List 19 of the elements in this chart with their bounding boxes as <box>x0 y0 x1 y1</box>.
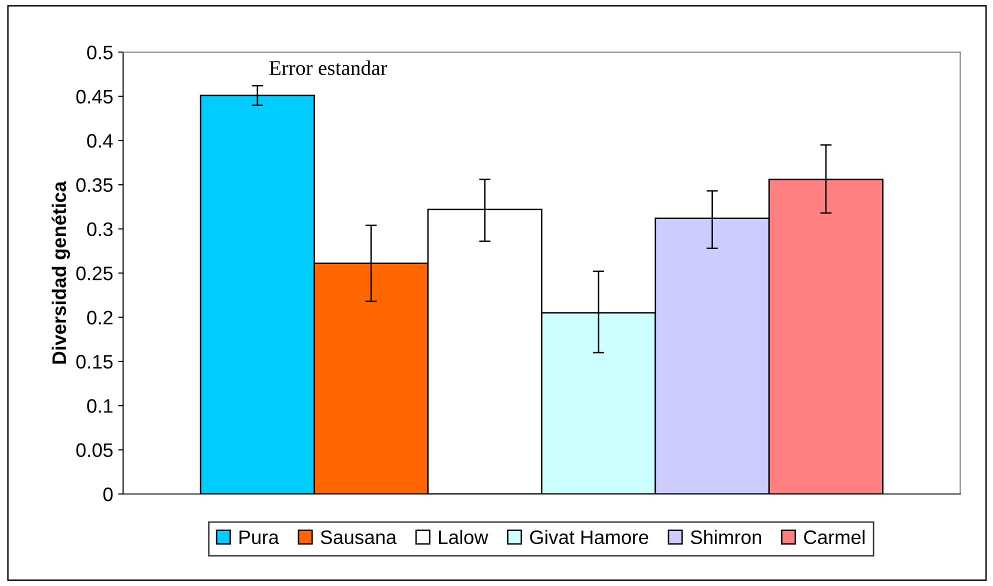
legend-label: Lalow <box>439 530 488 544</box>
legend-label: Shimron <box>690 530 762 544</box>
y-tick-label: 0.1 <box>87 399 112 413</box>
y-tick-label: 0 <box>103 487 113 502</box>
y-tick-label: 0.45 <box>76 90 113 104</box>
legend-label: Givat Hamore <box>530 530 648 544</box>
y-tick-label: 0.5 <box>87 46 113 60</box>
legend-label: Sausana <box>320 530 397 544</box>
y-tick-label: 0.4 <box>87 134 113 148</box>
y-tick-label: 0.35 <box>76 178 113 192</box>
annotation: Error estandar <box>269 60 388 76</box>
y-tick-label: 0.05 <box>76 443 113 458</box>
y-tick-label: 0.15 <box>76 354 113 369</box>
legend-label: Pura <box>240 530 280 544</box>
y-tick-label: 0.3 <box>87 222 113 236</box>
y-axis-title: Diversidad genética <box>52 181 70 364</box>
y-tick-label: 0.25 <box>76 266 113 280</box>
y-tick-label: 0.2 <box>87 310 112 324</box>
legend-label: Carmel <box>804 530 864 544</box>
